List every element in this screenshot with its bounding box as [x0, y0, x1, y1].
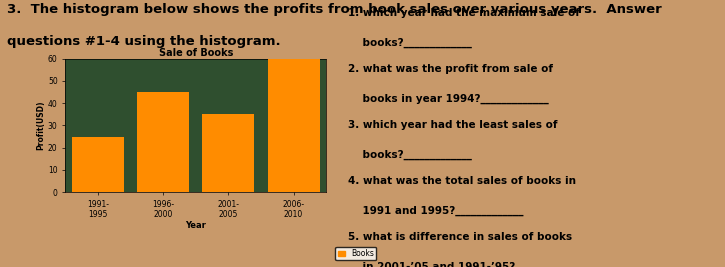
Text: 2. what was the profit from sale of: 2. what was the profit from sale of	[348, 64, 553, 74]
Text: 3. which year had the least sales of: 3. which year had the least sales of	[348, 120, 558, 130]
Bar	[137, 92, 189, 192]
Y-axis label: Profit(USD): Profit(USD)	[36, 101, 45, 150]
X-axis label: Year: Year	[186, 221, 206, 230]
Text: 1. which year had the maximum sale of: 1. which year had the maximum sale of	[348, 8, 580, 18]
Text: books in year 1994?_____________: books in year 1994?_____________	[348, 93, 549, 104]
Text: questions #1-4 using the histogram.: questions #1-4 using the histogram.	[7, 35, 281, 48]
Text: books?_____________: books?_____________	[348, 150, 472, 160]
Text: in 2001-’05 and 1991-’95?_____________: in 2001-’05 and 1991-’95?_____________	[348, 262, 584, 267]
Text: 4. what was the total sales of books in: 4. what was the total sales of books in	[348, 176, 576, 186]
Bar	[202, 114, 254, 192]
Text: books?_____________: books?_____________	[348, 37, 472, 48]
Title: Sale of Books: Sale of Books	[159, 48, 233, 58]
Legend: Books: Books	[335, 247, 376, 260]
Text: 5. what is difference in sales of books: 5. what is difference in sales of books	[348, 232, 572, 242]
Text: 3.  The histogram below shows the profits from book sales over various years.  A: 3. The histogram below shows the profits…	[7, 3, 662, 16]
Text: 1991 and 1995?_____________: 1991 and 1995?_____________	[348, 206, 523, 216]
Bar	[268, 59, 320, 192]
Bar	[72, 137, 124, 192]
